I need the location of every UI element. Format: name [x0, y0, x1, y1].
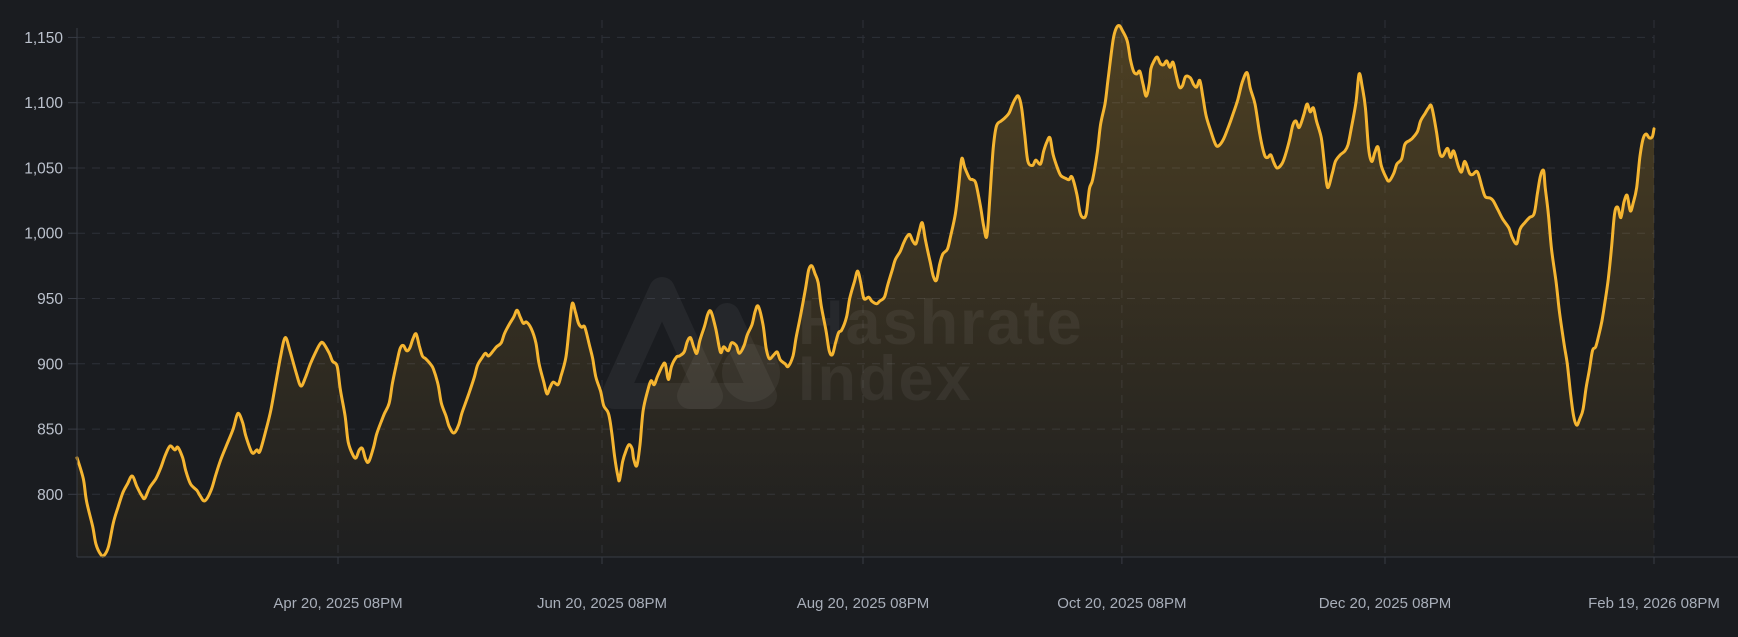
x-tick-label: Feb 19, 2026 08PM [1588, 595, 1720, 612]
axes-layer [68, 28, 1738, 564]
y-tick-label: 950 [37, 291, 63, 308]
x-tick-label: Apr 20, 2025 08PM [273, 595, 402, 612]
series-area-fill [77, 25, 1654, 558]
axis-labels-layer: 800 850 900 950 1,000 1,050 1,100 1,150 Apr 20, … [24, 30, 1720, 612]
x-tick-label: Dec 20, 2025 08PM [1319, 595, 1452, 612]
series-line [75, 24, 1656, 558]
y-tick-label: 850 [37, 422, 63, 439]
x-tick-label: Oct 20, 2025 08PM [1057, 595, 1186, 612]
area-fill-layer [77, 25, 1654, 558]
y-tick-label: 1,100 [24, 95, 63, 112]
y-tick-label: 1,150 [24, 30, 63, 47]
watermark-text-line2: Index [798, 344, 973, 414]
y-tick-label: 900 [37, 356, 63, 373]
y-tick-label: 800 [37, 487, 63, 504]
y-tick-label: 1,050 [24, 161, 63, 178]
x-tick-label: Aug 20, 2025 08PM [797, 595, 930, 612]
y-tick-label: 1,000 [24, 226, 63, 243]
watermark: Hashrate Index [601, 277, 1082, 414]
x-tick-label: Jun 20, 2025 08PM [537, 595, 667, 612]
series-line-layer [75, 24, 1656, 558]
